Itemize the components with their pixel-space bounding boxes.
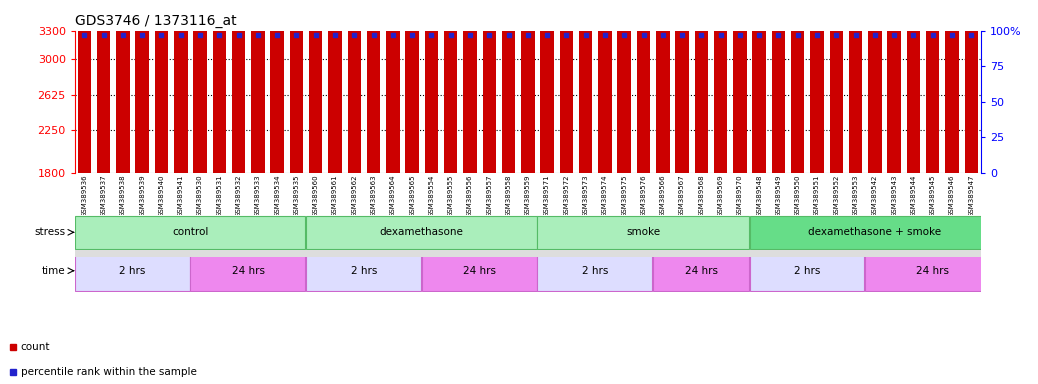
- Bar: [213, 0, 226, 173]
- Bar: [653, 250, 748, 291]
- Bar: [538, 216, 748, 249]
- Bar: [463, 0, 476, 173]
- Bar: [406, 0, 419, 173]
- Bar: [136, 0, 149, 173]
- Bar: [676, 0, 689, 173]
- Bar: [791, 0, 804, 173]
- Text: time: time: [43, 266, 65, 276]
- Bar: [366, 0, 380, 173]
- Text: smoke: smoke: [627, 227, 660, 237]
- Bar: [348, 0, 361, 173]
- Bar: [887, 0, 901, 173]
- Bar: [483, 0, 496, 173]
- Bar: [733, 0, 746, 173]
- Bar: [501, 0, 515, 173]
- Bar: [866, 250, 1000, 291]
- Bar: [271, 0, 284, 173]
- Bar: [749, 216, 1000, 249]
- Bar: [598, 0, 611, 173]
- Bar: [193, 0, 207, 173]
- Text: dexamethasone + smoke: dexamethasone + smoke: [809, 227, 941, 237]
- Bar: [190, 250, 305, 291]
- Bar: [386, 0, 400, 173]
- Text: 2 hrs: 2 hrs: [582, 266, 608, 276]
- Bar: [97, 0, 110, 173]
- Bar: [541, 0, 554, 173]
- Bar: [251, 0, 265, 173]
- Bar: [964, 0, 978, 173]
- Text: 24 hrs: 24 hrs: [685, 266, 718, 276]
- Bar: [694, 0, 708, 173]
- Text: 2 hrs: 2 hrs: [794, 266, 821, 276]
- Bar: [926, 0, 939, 173]
- Text: stress: stress: [34, 227, 65, 237]
- Bar: [155, 0, 168, 173]
- Bar: [306, 250, 420, 291]
- Bar: [538, 250, 652, 291]
- Bar: [771, 0, 785, 173]
- Text: percentile rank within the sample: percentile rank within the sample: [21, 366, 196, 377]
- Bar: [78, 0, 91, 173]
- Bar: [75, 250, 190, 291]
- Bar: [811, 0, 824, 173]
- Bar: [231, 0, 245, 173]
- Bar: [753, 0, 766, 173]
- Bar: [636, 0, 650, 173]
- Bar: [559, 0, 573, 173]
- Bar: [421, 250, 537, 291]
- Bar: [849, 0, 863, 173]
- Bar: [906, 0, 920, 173]
- Bar: [618, 0, 631, 173]
- Text: 2 hrs: 2 hrs: [351, 266, 377, 276]
- Text: dexamethasone: dexamethasone: [380, 227, 464, 237]
- Bar: [306, 216, 537, 249]
- Bar: [656, 0, 670, 173]
- Bar: [829, 0, 843, 173]
- Bar: [174, 0, 188, 173]
- Text: count: count: [21, 341, 50, 352]
- Bar: [714, 0, 728, 173]
- Bar: [868, 0, 881, 173]
- Bar: [749, 250, 865, 291]
- Bar: [579, 0, 593, 173]
- Bar: [521, 0, 535, 173]
- Bar: [328, 0, 342, 173]
- Text: 2 hrs: 2 hrs: [119, 266, 145, 276]
- Bar: [290, 0, 303, 173]
- Bar: [309, 0, 323, 173]
- Bar: [75, 216, 305, 249]
- Text: control: control: [172, 227, 209, 237]
- Text: 24 hrs: 24 hrs: [463, 266, 496, 276]
- Text: 24 hrs: 24 hrs: [231, 266, 265, 276]
- Bar: [425, 0, 438, 173]
- Bar: [946, 0, 959, 173]
- Text: GDS3746 / 1373116_at: GDS3746 / 1373116_at: [75, 14, 237, 28]
- Bar: [116, 0, 130, 173]
- Text: 24 hrs: 24 hrs: [917, 266, 949, 276]
- Bar: [444, 0, 458, 173]
